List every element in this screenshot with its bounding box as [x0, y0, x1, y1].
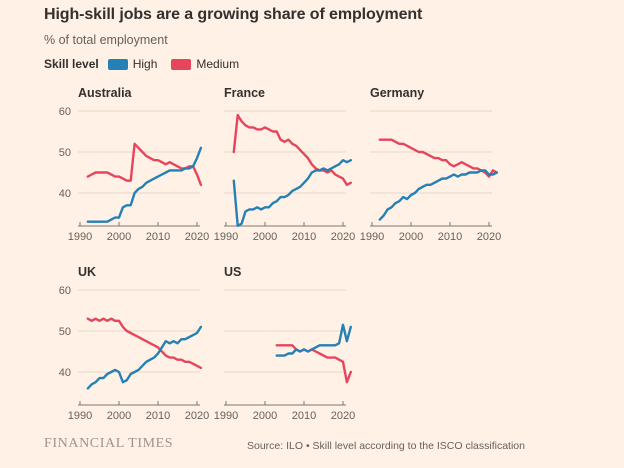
x-axis-label: 2010: [438, 231, 462, 243]
panel-title: Australia: [78, 86, 132, 100]
page-subtitle: % of total employment: [44, 33, 168, 47]
x-axis-label: 2020: [331, 231, 355, 243]
panel-plot: 40 50 60 1990 2000 2010 2020: [59, 285, 209, 422]
legend-label-medium: Medium: [196, 57, 240, 71]
panel-plot: 40 50 60 1990 2000 2010 2020: [59, 106, 209, 243]
small-multiples-grid: Australia 40 50 60 1990 2000 2010 2020 France 199…: [44, 86, 501, 444]
y-axis-label: 50: [59, 326, 71, 338]
x-axis-label: 1990: [214, 231, 238, 243]
legend-label-high: High: [132, 57, 158, 71]
x-axis-label: 2010: [292, 410, 316, 422]
x-axis-label: 1990: [360, 231, 384, 243]
y-axis-label: 40: [59, 367, 71, 379]
x-axis-label: 2010: [292, 231, 316, 243]
chart-panel-france: France 1990 2000 2010 2020: [214, 86, 355, 243]
y-axis-label: 60: [59, 285, 71, 297]
series-line-high: [86, 325, 203, 390]
series-line-high: [378, 169, 499, 221]
x-axis-label: 2020: [331, 410, 355, 422]
series-line-high: [232, 159, 353, 228]
x-axis-label: 1990: [68, 410, 92, 422]
panel-plot: 1990 2000 2010 2020: [214, 289, 355, 422]
panel-title: France: [224, 86, 265, 100]
series-line-medium: [86, 142, 203, 187]
y-axis-label: 40: [59, 188, 71, 200]
series-line-high: [275, 323, 353, 357]
legend-title: Skill level: [44, 57, 99, 71]
x-axis-label: 2010: [146, 410, 170, 422]
x-axis-label: 2000: [107, 410, 131, 422]
series-line-medium: [86, 317, 203, 370]
chart-panel-uk: UK 40 50 60 1990 2000 2010 2020: [59, 265, 209, 422]
legend-item-high: High: [107, 57, 158, 71]
series-line-medium: [275, 344, 353, 384]
x-axis-label: 2020: [185, 410, 209, 422]
x-axis-label: 1990: [214, 410, 238, 422]
x-axis-label: 2020: [185, 231, 209, 243]
medium-swatch-icon: [171, 58, 192, 70]
chart-panel-germany: Germany 1990 2000 2010 2020: [360, 86, 501, 243]
series-line-medium: [232, 113, 353, 187]
panel-plot: 1990 2000 2010 2020: [214, 110, 355, 243]
x-axis-label: 2000: [107, 231, 131, 243]
x-axis-label: 2000: [253, 410, 277, 422]
y-axis-label: 50: [59, 147, 71, 159]
series-line-high: [86, 146, 203, 223]
series-line-medium: [378, 138, 499, 178]
panel-plot: 1990 2000 2010 2020: [360, 110, 501, 243]
ft-logo: FINANCIAL TIMES: [44, 436, 174, 451]
x-axis-label: 2010: [146, 231, 170, 243]
chart-panel-australia: Australia 40 50 60 1990 2000 2010 2020: [59, 86, 209, 243]
high-swatch-icon: [107, 58, 128, 70]
legend-item-medium: Medium: [171, 57, 239, 71]
panel-title: US: [224, 265, 242, 279]
y-axis-label: 60: [59, 106, 71, 118]
chart-panel-us: US 1990 2000 2010 2020: [214, 265, 355, 422]
chart-row-1: Australia 40 50 60 1990 2000 2010 2020 France 199…: [44, 86, 501, 243]
chart-row-2: UK 40 50 60 1990 2000 2010 2020 US 1990 2000 2010 20…: [44, 265, 492, 422]
x-axis-label: 2020: [477, 231, 501, 243]
source-note: Source: ILO • Skill level according to t…: [247, 440, 525, 452]
x-axis-label: 2000: [253, 231, 277, 243]
panel-title: Germany: [370, 86, 425, 100]
legend: Skill level High Medium: [44, 57, 253, 71]
page-title: High-skill jobs are a growing share of e…: [44, 6, 423, 23]
x-axis-label: 1990: [68, 231, 92, 243]
panel-title: UK: [78, 265, 97, 279]
x-axis-label: 2000: [399, 231, 423, 243]
